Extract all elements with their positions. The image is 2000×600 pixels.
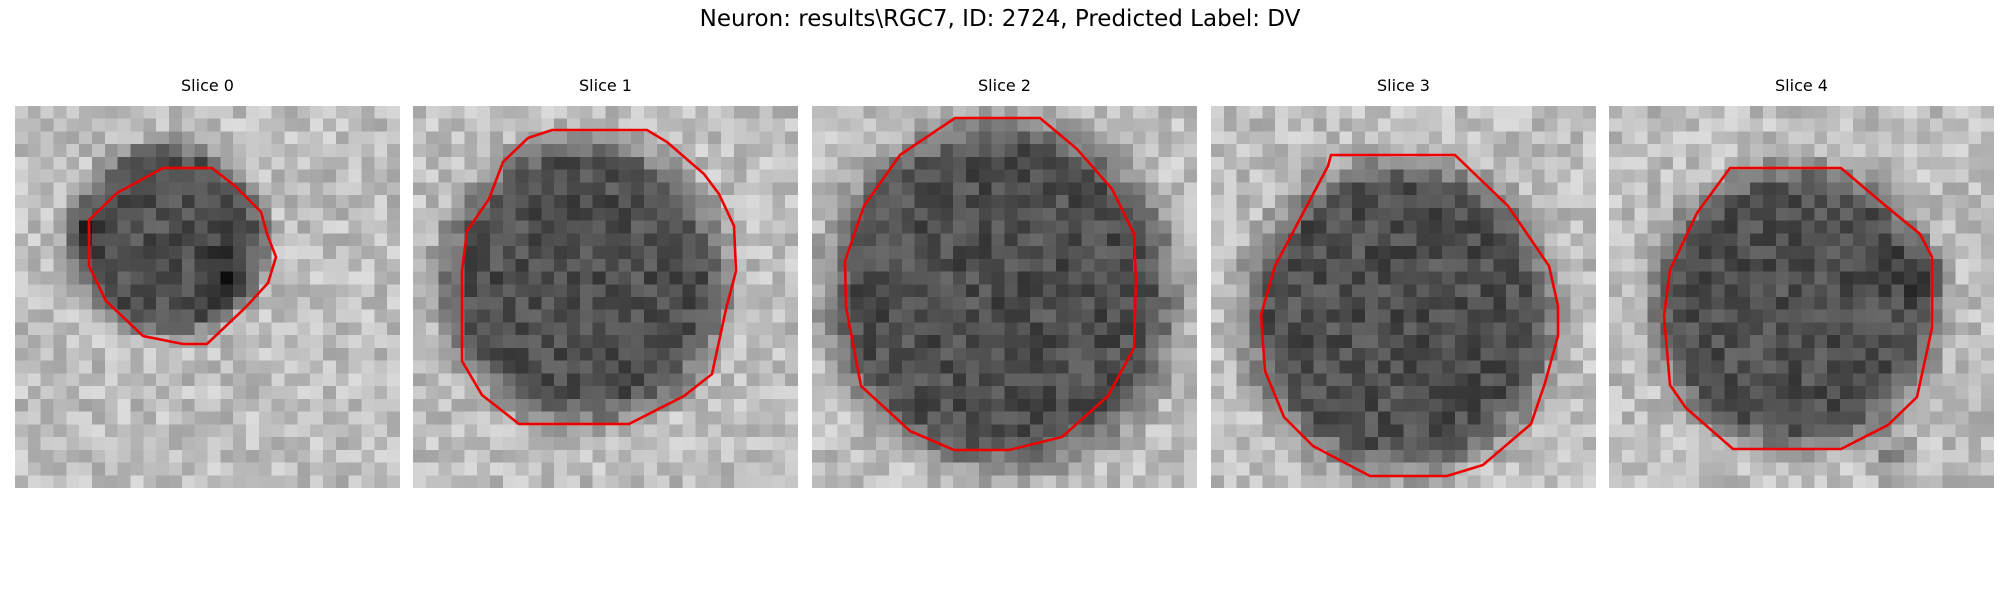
slice-image-3	[1211, 106, 1596, 488]
slice-image-1	[413, 106, 798, 488]
slice-title: Slice 0	[15, 76, 400, 95]
roi-contour	[1261, 155, 1558, 476]
slice-image-0	[15, 106, 400, 488]
roi-contour-overlay	[1609, 106, 1994, 488]
figure-title: Neuron: results\RGC7, ID: 2724, Predicte…	[0, 6, 2000, 32]
slice-image-2	[812, 106, 1197, 488]
roi-contour-overlay	[413, 106, 798, 488]
roi-contour-overlay	[1211, 106, 1596, 488]
slice-title: Slice 1	[413, 76, 798, 95]
roi-contour	[845, 118, 1136, 450]
slice-title: Slice 4	[1609, 76, 1994, 95]
roi-contour	[1664, 168, 1932, 449]
slice-title: Slice 2	[812, 76, 1197, 95]
roi-contour	[462, 130, 736, 424]
roi-contour-overlay	[15, 106, 400, 488]
slice-image-4	[1609, 106, 1994, 488]
roi-contour	[89, 168, 276, 344]
roi-contour-overlay	[812, 106, 1197, 488]
slice-title: Slice 3	[1211, 76, 1596, 95]
